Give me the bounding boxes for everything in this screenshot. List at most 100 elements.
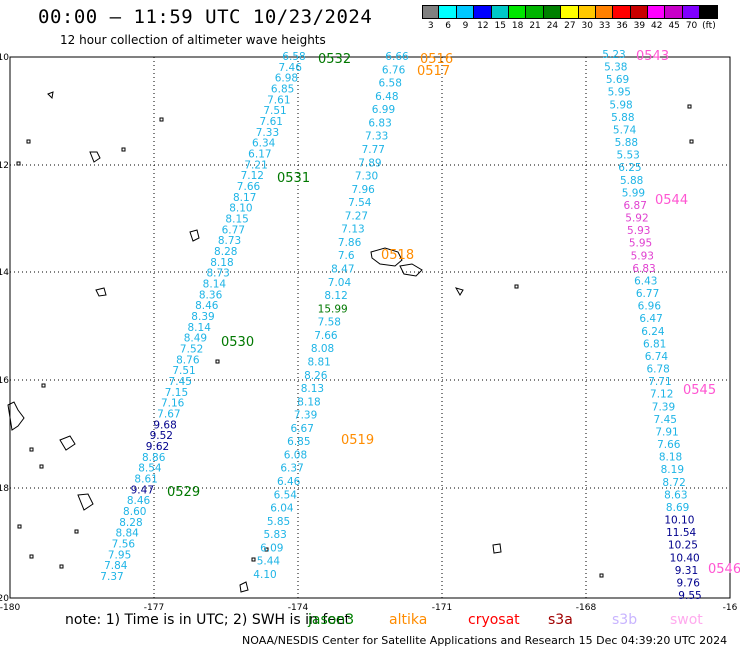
wave-height-value: 6.85 (287, 436, 310, 448)
wave-height-value: 8.46 (195, 300, 219, 312)
map-frame (9, 56, 731, 599)
wave-height-value: 5.53 (616, 150, 639, 162)
wave-height-value: 7.96 (351, 184, 375, 196)
x-tick-label: -180 (0, 603, 20, 613)
wave-height-value: 6.98 (275, 73, 298, 85)
islet (687, 104, 692, 109)
wave-height-value: 6.37 (280, 463, 303, 475)
wave-height-value: 10.25 (668, 540, 698, 552)
wave-height-value: 5.69 (606, 74, 629, 86)
wave-height-value: 7.51 (263, 105, 286, 117)
y-tick-label: -14 (0, 268, 9, 278)
y-tick-label: -10 (0, 53, 9, 63)
wave-height-value: 8.15 (225, 214, 248, 226)
wave-height-value: 8.72 (662, 477, 685, 489)
islet (264, 547, 269, 552)
wave-height-value: 6.76 (382, 64, 406, 76)
wave-height-value: 6.43 (634, 275, 657, 287)
colorbar-swatch (474, 5, 492, 19)
x-tick-label: -171 (432, 603, 452, 613)
colorbar-label: 3 (427, 21, 434, 31)
x-tick-label: -16 (723, 603, 738, 613)
wave-height-value: 7.12 (241, 170, 264, 182)
x-tick-label: -174 (288, 603, 309, 613)
wave-height-value: 7.66 (237, 181, 261, 193)
pass-id-label: 0543 (636, 49, 669, 64)
wave-height-value: 7.77 (362, 144, 385, 156)
wave-height-value: 6.17 (248, 149, 271, 161)
wave-height-value: 7.6 (338, 250, 355, 262)
wave-height-value: 6.67 (291, 423, 314, 435)
colorbar-swatch (630, 5, 649, 19)
colorbar-swatch (665, 5, 683, 19)
wave-height-value: 7.16 (161, 398, 185, 410)
wave-height-value: 8.14 (188, 322, 212, 334)
pass-id-label: 0516 (420, 52, 453, 67)
islet (17, 524, 22, 529)
wave-height-value: 7.21 (244, 159, 267, 171)
colorbar-label: 24 (546, 21, 559, 31)
axis-ticks: -180 -177 -174 -171 -168 -16 -10 -12 -14 -16 -18 -2… (0, 53, 738, 613)
wave-height-value: 7.61 (260, 116, 283, 128)
wave-height-value: 7.39 (652, 401, 675, 413)
wave-height-value: 8.08 (311, 343, 334, 355)
wave-height-value: 9.62 (146, 441, 169, 453)
wave-height-value: 8.76 (176, 354, 200, 366)
wave-height-value: 7.39 (294, 410, 317, 422)
y-tick-label: -12 (0, 161, 9, 171)
units-note: note: 1) Time is in UTC; 2) SWH is in fe… (65, 612, 351, 628)
wave-height-value: 7.54 (348, 197, 372, 209)
wave-height-value: 9.55 (678, 590, 701, 602)
island-coastlines (7, 91, 694, 593)
wave-height-value: 7.27 (345, 210, 368, 222)
wave-height-value: 8.84 (115, 528, 139, 540)
colorbar-swatch (456, 5, 475, 19)
wave-height-value: 5.85 (267, 516, 290, 528)
island-outline (399, 263, 423, 277)
pass-id-label: 0545 (683, 383, 716, 398)
colorbar-swatch (648, 5, 666, 19)
wave-height-value: 6.77 (222, 224, 245, 236)
wave-height-value: 6.83 (632, 263, 655, 275)
pass-id-label: 0546 (708, 562, 740, 577)
island-outline (89, 151, 101, 163)
pass-id-label: 0544 (655, 193, 688, 208)
wave-height-value: 6.08 (284, 449, 307, 461)
y-tick-label: -18 (0, 484, 9, 494)
wave-height-value: 9.52 (150, 430, 173, 442)
map-subtitle: 12 hour collection of altimeter wave hei… (60, 33, 326, 47)
islet (74, 529, 79, 534)
credit-footer: NOAA/NESDIS Center for Satellite Applica… (242, 634, 728, 647)
colorbar-label: 21 (529, 21, 541, 31)
colorbar-label: 9 (462, 21, 469, 31)
wave-height-value: 5.98 (609, 99, 632, 111)
wave-height-value: 5.93 (631, 250, 654, 262)
satellite-legend-altika: altika (389, 612, 428, 628)
wave-height-value: 6.25 (618, 162, 641, 174)
colorbar-label: 30 (581, 21, 593, 31)
wave-height-value: 5.23 (602, 49, 625, 61)
pass-id-label: 0517 (417, 64, 450, 79)
wave-height-value: 6.34 (252, 138, 276, 150)
colorbar-label: 18 (511, 21, 524, 31)
wave-height-value: 7.58 (318, 317, 341, 329)
island-outline (492, 543, 502, 554)
islet (599, 573, 604, 578)
islet (29, 447, 34, 452)
wave-height-value: 8.81 (307, 356, 330, 368)
colorbar-swatch (439, 5, 457, 19)
wave-height-value: 4.10 (253, 569, 276, 581)
colorbar-label: 70 (685, 21, 698, 31)
wave-height-value: 6.87 (624, 200, 647, 212)
colorbar-swatch (491, 5, 509, 19)
wave-height-value: 7.13 (341, 224, 364, 236)
wave-height-value: 8.39 (191, 311, 214, 323)
wave-height-value: 7.61 (267, 94, 290, 106)
islet (121, 147, 126, 152)
wave-height-value: 8.73 (206, 268, 229, 280)
island-outline (7, 401, 25, 431)
colorbar-label: 6 (445, 21, 451, 31)
wave-height-value: 8.61 (134, 474, 157, 486)
wave-height-value: 8.12 (324, 290, 347, 302)
